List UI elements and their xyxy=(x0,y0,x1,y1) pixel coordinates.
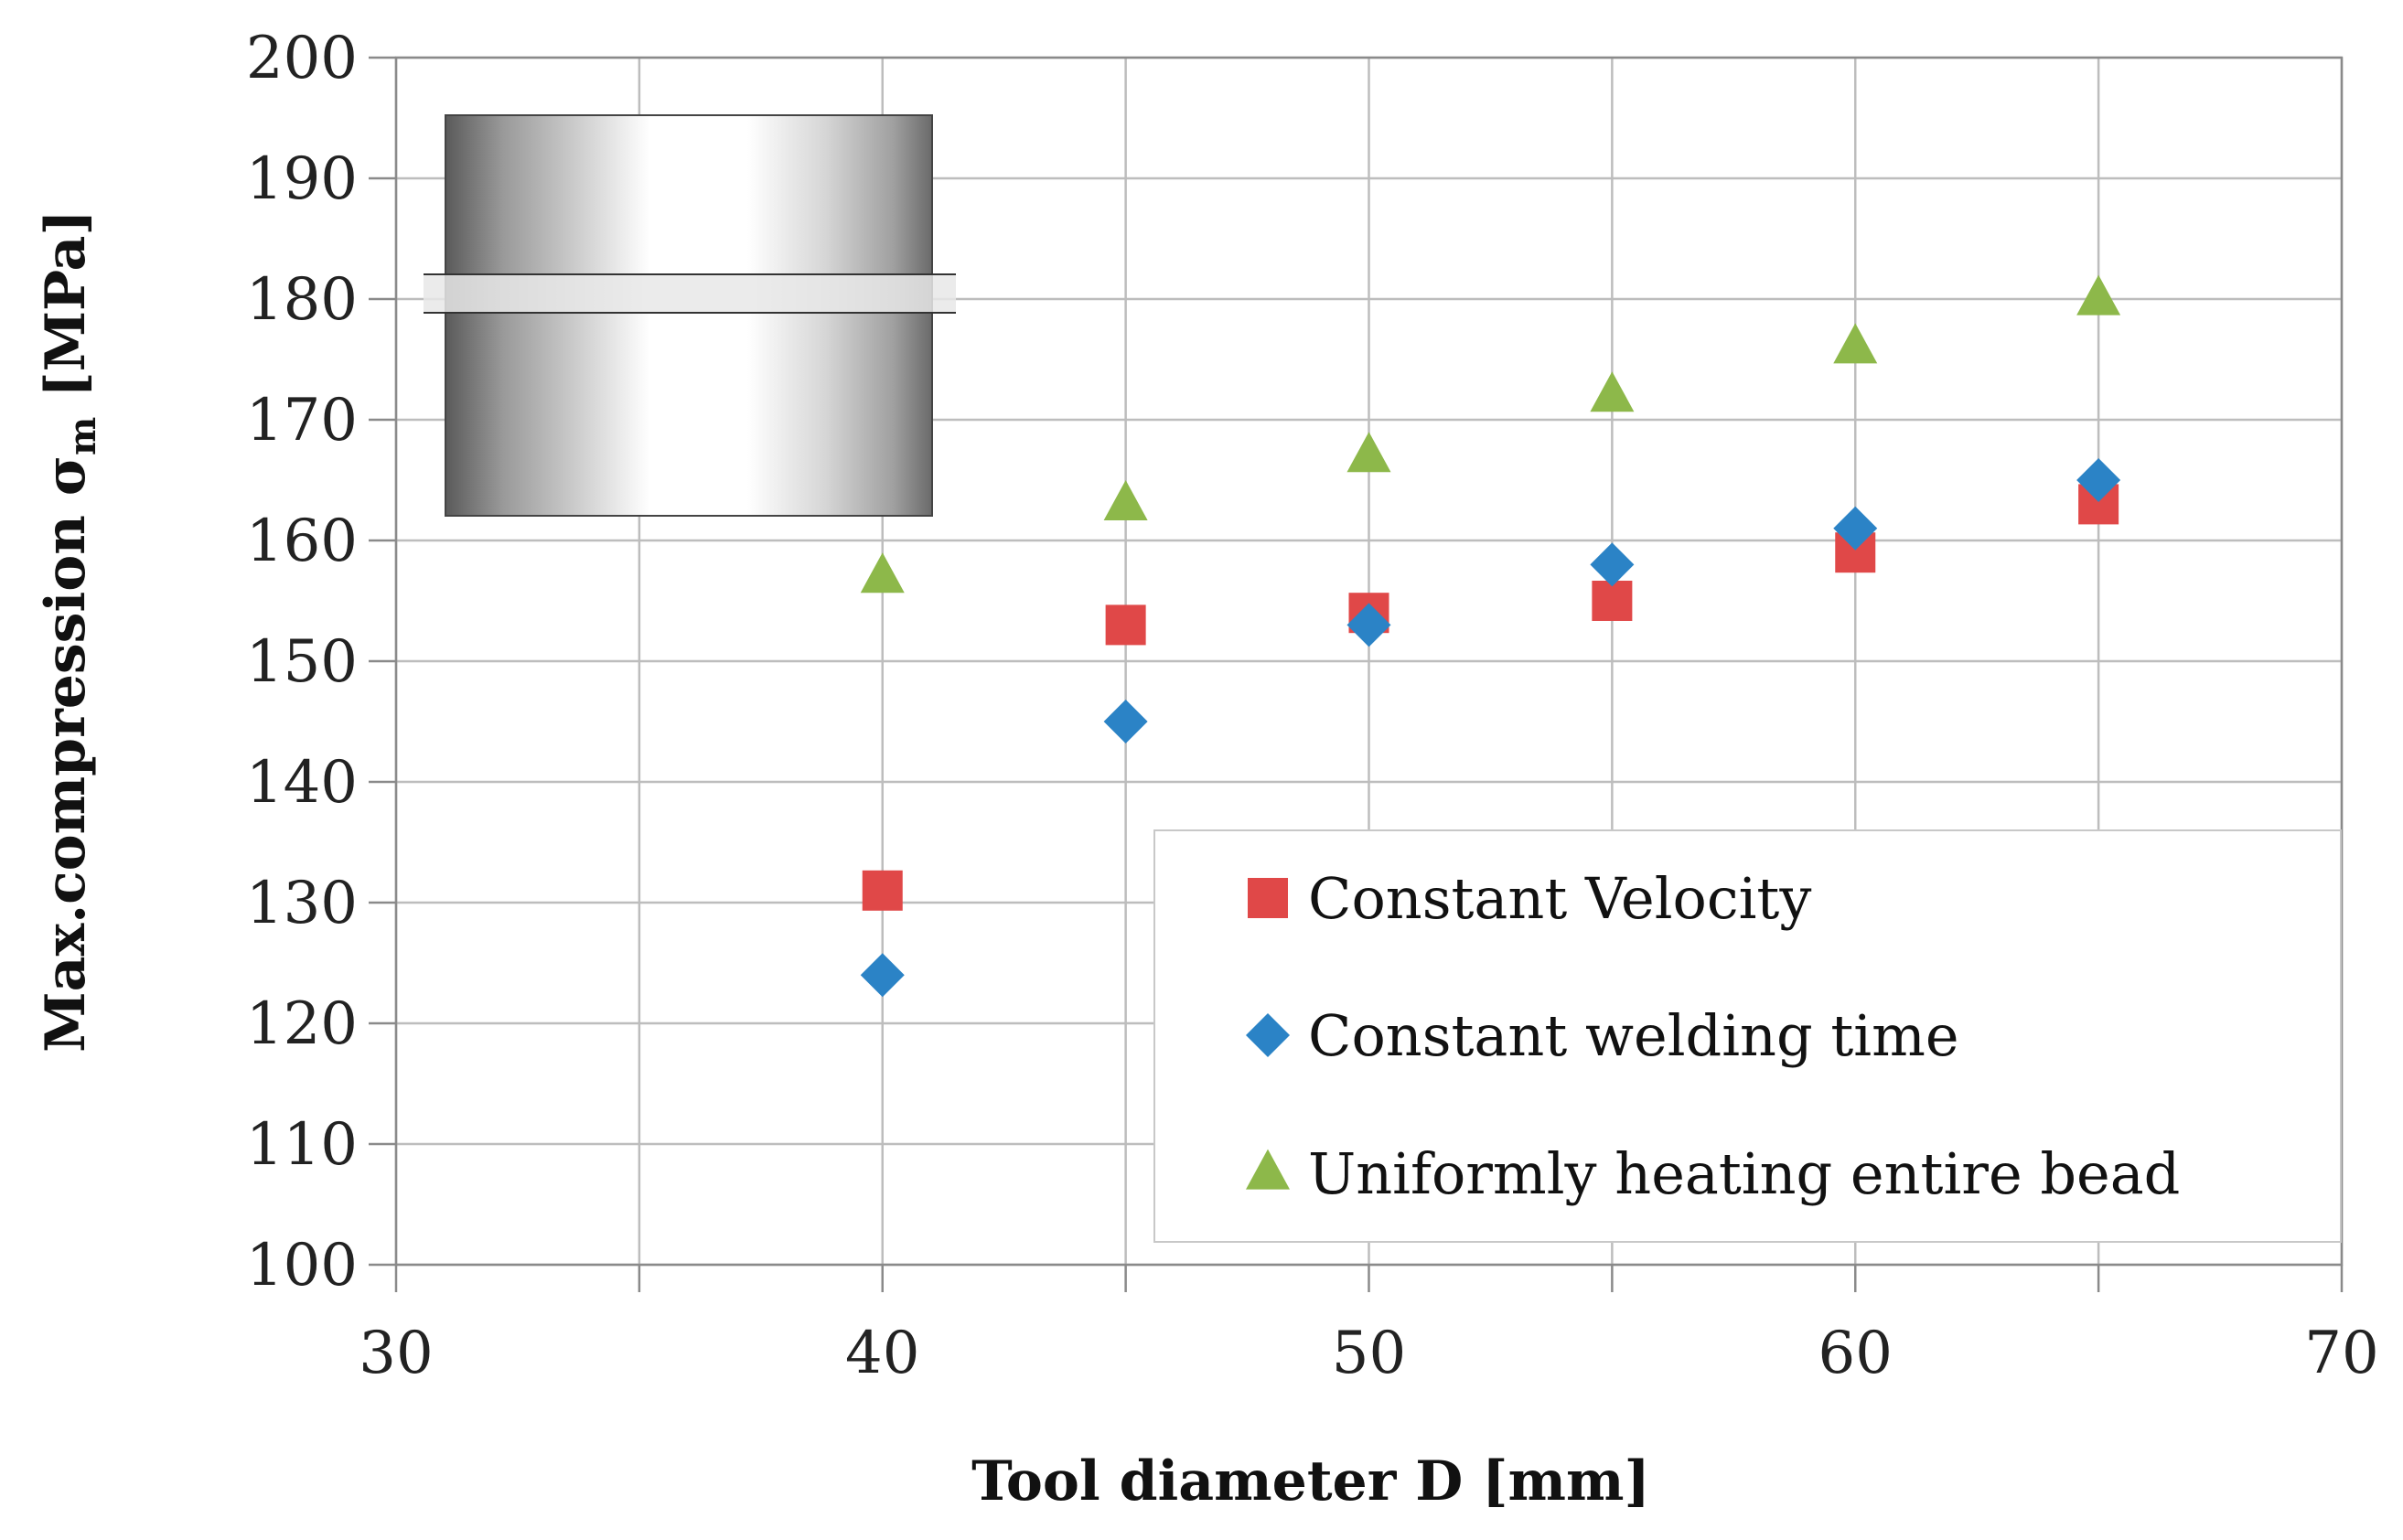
data-point-series-2 xyxy=(1590,542,1635,587)
axes: 100 110 120 130 140 150 160 170 180 190 200 30 40 50 6… xyxy=(246,25,2379,1387)
legend-label-series-1: Constant Velocity xyxy=(1308,865,1811,932)
data-point-series-2 xyxy=(1833,506,1878,551)
x-tick-label: 40 xyxy=(845,1320,919,1387)
data-point-series-3 xyxy=(860,552,905,594)
y-axis-title: Max.compression σm [MPa] xyxy=(34,209,104,1053)
y-tick-label: 120 xyxy=(246,990,358,1058)
y-tick-label: 190 xyxy=(246,145,358,213)
y-axis-title-subscript: m xyxy=(61,417,104,455)
x-tick-label: 60 xyxy=(1818,1320,1893,1387)
y-tick-label: 100 xyxy=(246,1232,358,1299)
data-point-series-3 xyxy=(1590,371,1635,412)
y-axis-title-main: Max.compression σ xyxy=(34,455,98,1053)
y-tick-label: 110 xyxy=(246,1111,358,1179)
tool-cylinder-illustration xyxy=(424,114,956,517)
y-tick-label: 130 xyxy=(246,870,358,937)
y-axis-title-unit: [MPa] xyxy=(34,209,98,416)
y-tick-label: 200 xyxy=(246,25,358,92)
y-tick-label: 160 xyxy=(246,508,358,575)
legend: Constant Velocity Constant welding time Un… xyxy=(1153,829,2342,1243)
legend-label-series-2: Constant welding time xyxy=(1308,1002,1959,1069)
data-point-series-3 xyxy=(2076,274,2121,315)
plot-frame xyxy=(394,56,2344,1267)
data-point-series-2 xyxy=(1346,603,1391,647)
x-axis-title: Tool diameter D [mm] xyxy=(971,1449,1650,1513)
data-point-series-2 xyxy=(1103,700,1148,743)
data-point-series-1 xyxy=(1105,604,1146,646)
y-tick-label: 170 xyxy=(246,387,358,455)
data-point-series-3 xyxy=(1346,432,1391,473)
legend-marker-series-1 xyxy=(1248,878,1288,918)
cylinder-body xyxy=(445,114,933,517)
data-point-series-2 xyxy=(860,953,905,998)
x-tick-label: 50 xyxy=(1332,1320,1406,1387)
y-tick-label: 180 xyxy=(246,266,358,334)
legend-marker-series-3 xyxy=(1246,1149,1290,1190)
legend-marker-series-2 xyxy=(1246,1013,1290,1057)
data-point-series-2 xyxy=(2076,458,2121,502)
x-tick-label: 30 xyxy=(359,1320,433,1387)
legend-label-series-3: Uniformly heating entire bead xyxy=(1308,1140,2180,1207)
y-tick-label: 140 xyxy=(246,749,358,817)
data-marks xyxy=(860,274,2121,998)
legend-box xyxy=(1153,829,2342,1243)
bead-band xyxy=(424,274,956,313)
data-point-series-1 xyxy=(862,870,903,911)
data-point-series-3 xyxy=(1833,323,1878,364)
y-tick-label: 150 xyxy=(246,628,358,696)
data-point-series-1 xyxy=(1592,581,1633,621)
x-tick-label: 70 xyxy=(2304,1320,2378,1387)
data-point-series-3 xyxy=(1103,480,1148,520)
